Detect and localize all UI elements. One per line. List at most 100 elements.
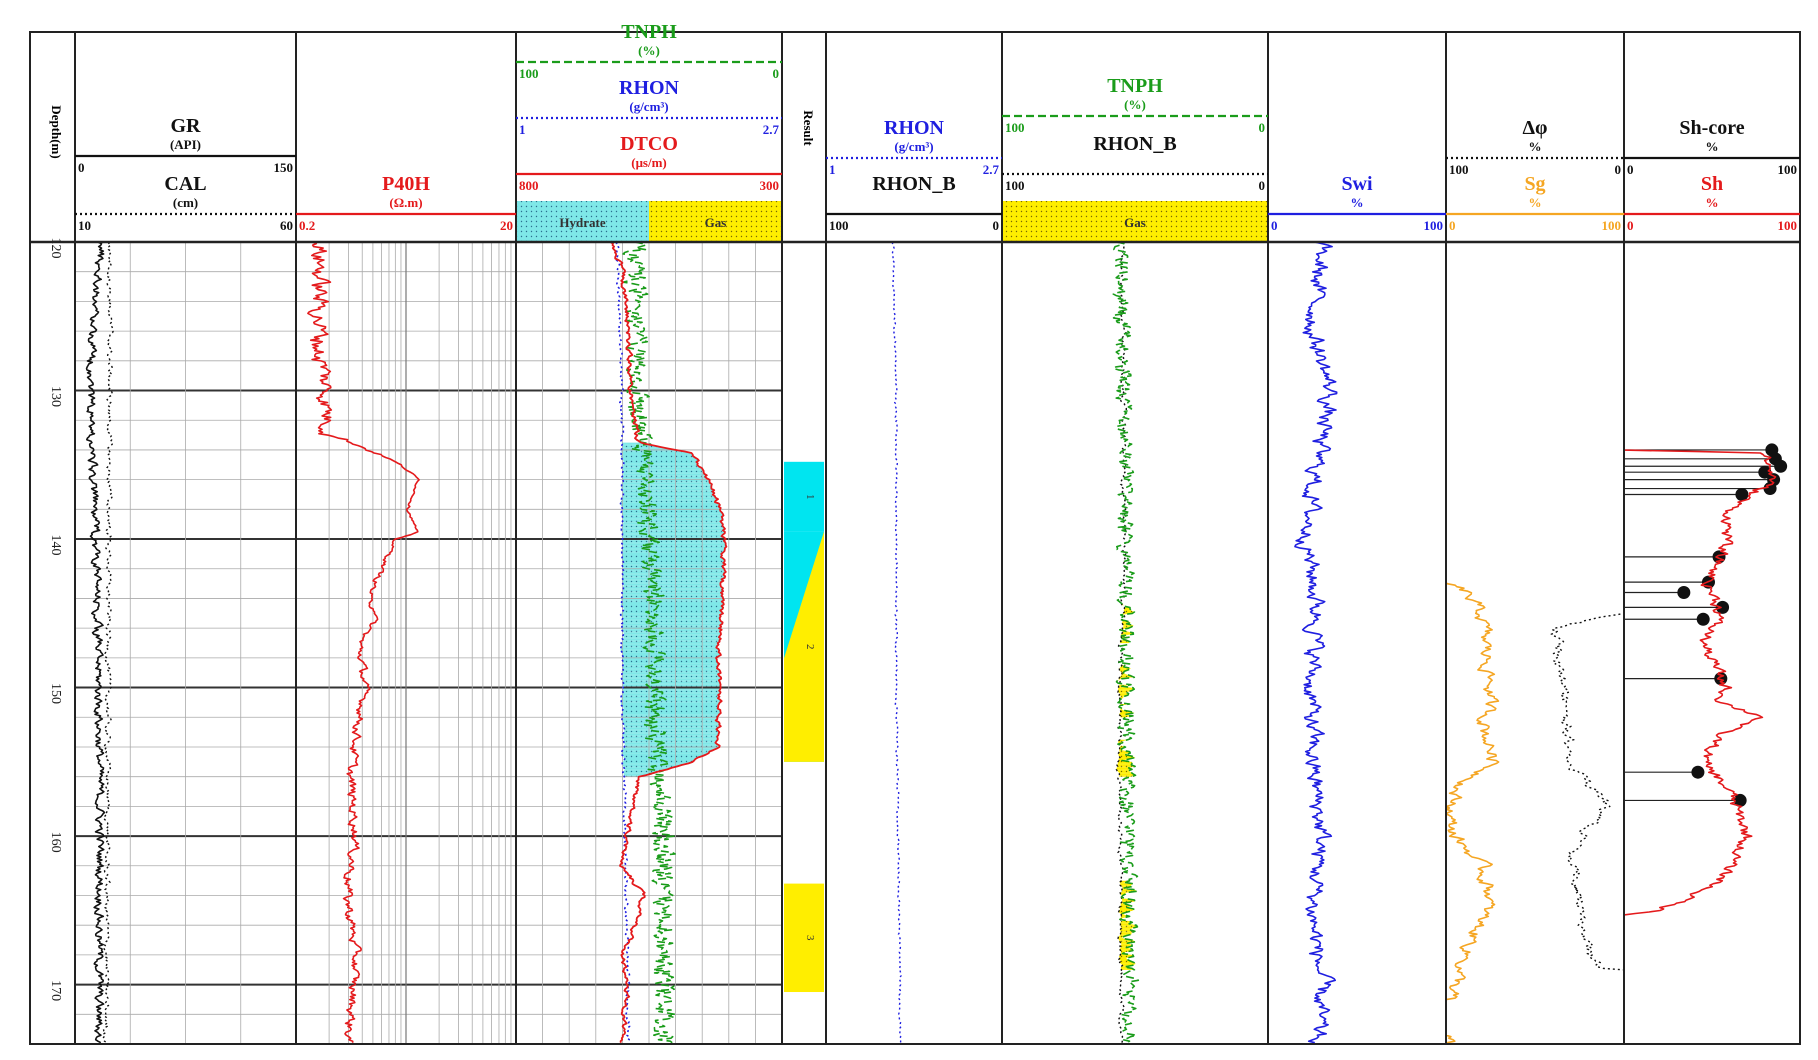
hydrate-fill	[621, 485, 712, 488]
scale-min: 100	[519, 66, 539, 81]
scale-min: 0	[1449, 218, 1456, 233]
hydrate-fill	[621, 677, 722, 679]
hydrate-fill	[622, 619, 721, 621]
hydrate-fill	[621, 534, 723, 537]
hydrate-fill	[621, 530, 725, 532]
gas-fill-2	[1116, 763, 1132, 765]
hydrate-fill	[623, 756, 703, 758]
hydrate-fill	[623, 545, 727, 547]
sh-core-point	[1696, 612, 1710, 626]
hydrate-fill	[623, 588, 723, 590]
hydrate-fill	[623, 757, 698, 759]
curve-unit: (%)	[1124, 97, 1146, 112]
curve-unit: %	[1529, 139, 1542, 154]
hydrate-fill	[620, 613, 723, 615]
hydrate-fill	[623, 721, 720, 724]
hydrate-fill	[623, 586, 723, 589]
hydrate-fill	[622, 638, 721, 641]
hydrate-fill	[622, 479, 710, 482]
hydrate-fill	[624, 742, 717, 745]
hydrate-fill	[621, 488, 715, 491]
hydrate-fill	[623, 620, 723, 623]
hydrate-fill	[622, 515, 724, 517]
hydrate-fill	[621, 675, 721, 678]
hydrate-fill	[621, 616, 721, 618]
rhon-curve	[615, 241, 631, 1043]
scale-max: 0	[993, 218, 1000, 233]
hydrate-fill	[623, 766, 678, 768]
result-zone-gas-part	[784, 531, 824, 762]
hydrate-fill	[623, 561, 725, 563]
gas-fill-2	[1117, 770, 1132, 773]
legend-gas-label: Gas	[705, 215, 727, 230]
hydrate-fill	[622, 637, 721, 639]
hydrate-fill	[622, 710, 721, 712]
hydrate-fill	[624, 727, 718, 730]
hydrate-fill	[621, 454, 693, 456]
curve-name: RHON_B	[872, 173, 955, 195]
hydrate-fill	[623, 632, 721, 635]
gas-fill-2	[1118, 937, 1125, 939]
p40h-curve	[307, 241, 420, 1043]
gas-fill-2	[1118, 759, 1130, 761]
scale-max: 0	[773, 66, 780, 81]
sh-core-point	[1735, 487, 1749, 501]
hydrate-fill	[623, 732, 720, 734]
hydrate-fill	[621, 641, 720, 644]
hydrate-fill	[622, 689, 721, 691]
hydrate-fill	[621, 600, 724, 602]
plot-frame	[29, 31, 1801, 1045]
hydrate-fill	[623, 460, 699, 462]
curve-name: Sh-core	[1679, 117, 1744, 139]
gas-fill-2	[1119, 906, 1132, 908]
hydrate-fill	[622, 663, 720, 666]
hydrate-fill	[622, 770, 661, 773]
hydrate-fill	[621, 499, 719, 501]
hydrate-fill	[622, 652, 721, 654]
hydrate-fill	[622, 708, 721, 710]
hydrate-fill	[622, 634, 721, 636]
hydrate-fill	[622, 562, 726, 565]
scale-max: 20	[500, 218, 513, 233]
hydrate-fill	[624, 744, 720, 746]
curve-unit: %	[1706, 139, 1719, 154]
hydrate-fill	[621, 644, 719, 647]
hydrate-fill	[621, 549, 725, 552]
hydrate-fill	[622, 546, 727, 549]
hydrate-fill	[620, 647, 719, 650]
hydrate-fill	[621, 629, 722, 632]
hydrate-fill	[622, 589, 724, 592]
hydrate-fill	[621, 481, 710, 483]
result-zone-label: 2	[804, 644, 816, 650]
hydrate-fill	[622, 516, 723, 519]
legend-gas-box-2	[1002, 201, 1268, 241]
gas-fill-2	[1120, 708, 1123, 710]
hydrate-fill	[622, 665, 718, 667]
scale-min: 100	[1005, 120, 1025, 135]
gas-fill-2	[1116, 764, 1136, 767]
hydrate-fill	[622, 690, 721, 693]
hydrate-fill	[621, 447, 669, 449]
curve-unit: (cm)	[173, 195, 198, 210]
legend-gas-label-2: Gas	[1124, 215, 1146, 230]
hydrate-fill	[620, 503, 720, 505]
hydrate-fill	[621, 558, 725, 560]
gas-fill-2	[1118, 955, 1134, 957]
dphi-curve	[1550, 242, 1625, 1043]
curve-name: Δφ	[1522, 117, 1547, 139]
curve-unit: (μs/m)	[631, 155, 667, 170]
hydrate-fill	[621, 482, 712, 485]
hydrate-fill	[624, 769, 668, 771]
gas-fill-2	[1116, 766, 1136, 768]
hydrate-fill	[622, 582, 721, 584]
gas-fill-2	[1119, 962, 1136, 964]
hydrate-fill	[622, 760, 695, 762]
hydrate-fill	[621, 698, 720, 700]
hydrate-fill	[622, 658, 717, 660]
gas-fill-2	[1118, 958, 1128, 960]
hydrate-fill	[621, 540, 726, 543]
sh-core-point	[1716, 600, 1730, 614]
hydrate-fill	[621, 524, 723, 526]
hydrate-fill	[621, 672, 721, 675]
